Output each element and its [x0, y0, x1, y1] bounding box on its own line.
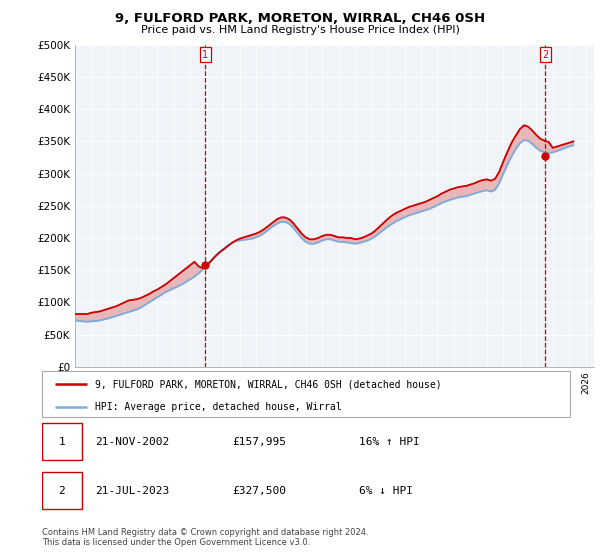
Text: £157,995: £157,995	[232, 437, 286, 446]
Text: 2: 2	[58, 486, 65, 496]
Text: Contains HM Land Registry data © Crown copyright and database right 2024.: Contains HM Land Registry data © Crown c…	[42, 528, 368, 536]
Text: HPI: Average price, detached house, Wirral: HPI: Average price, detached house, Wirr…	[95, 402, 341, 412]
Text: 9, FULFORD PARK, MORETON, WIRRAL, CH46 0SH: 9, FULFORD PARK, MORETON, WIRRAL, CH46 0…	[115, 12, 485, 25]
Text: 16% ↑ HPI: 16% ↑ HPI	[359, 437, 419, 446]
Text: 2: 2	[542, 50, 548, 59]
Bar	[42, 423, 82, 460]
Text: 6% ↓ HPI: 6% ↓ HPI	[359, 486, 413, 496]
Text: £327,500: £327,500	[232, 486, 286, 496]
Text: 21-NOV-2002: 21-NOV-2002	[95, 437, 169, 446]
Text: 1: 1	[202, 50, 208, 59]
Text: 21-JUL-2023: 21-JUL-2023	[95, 486, 169, 496]
Text: Price paid vs. HM Land Registry's House Price Index (HPI): Price paid vs. HM Land Registry's House …	[140, 25, 460, 35]
Bar	[42, 472, 82, 509]
Text: 9, FULFORD PARK, MORETON, WIRRAL, CH46 0SH (detached house): 9, FULFORD PARK, MORETON, WIRRAL, CH46 0…	[95, 379, 442, 389]
Text: This data is licensed under the Open Government Licence v3.0.: This data is licensed under the Open Gov…	[42, 538, 310, 547]
Text: 1: 1	[58, 437, 65, 446]
